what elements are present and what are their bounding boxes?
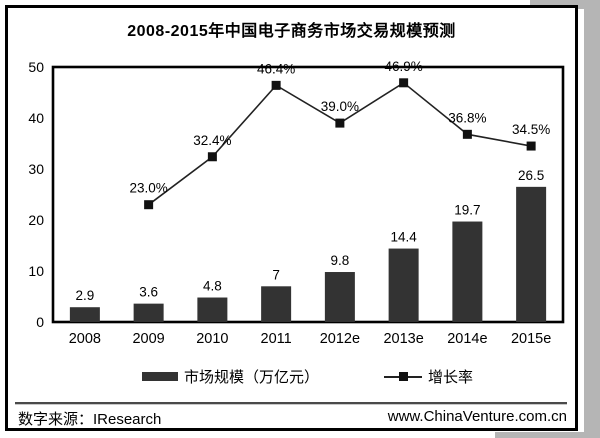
bar [324,272,355,322]
window-shadow-right [584,9,600,438]
data-source-text: 数字来源：IResearch [18,411,162,428]
line-marker [271,80,281,90]
bar-value-label: 14.4 [390,230,417,245]
chart-frame [5,5,578,431]
line-marker [335,118,345,128]
x-tick-label: 2012e [320,331,360,347]
legend-item-growth-rate: 增长率 [384,366,473,386]
bar [516,186,547,322]
bar-value-label: 4.8 [203,279,222,294]
bar-value-label: 9.8 [330,253,349,268]
line-value-label: 34.5% [512,122,550,137]
chart-title: 2008-2015年中国电子商务市场交易规模预测 [127,23,456,40]
line-value-label: 46.9% [384,59,422,74]
line-value-label: 23.0% [129,181,167,196]
bar-value-label: 7 [272,267,280,282]
legend-bar-label: 市场规模（万亿元） [184,368,320,386]
bar-value-label: 2.9 [75,288,94,303]
line-series-swatch [384,371,422,381]
line-marker [399,78,409,88]
bar-value-label: 26.5 [518,168,544,183]
x-tick-label: 2015e [511,331,551,347]
line-marker [462,129,472,139]
window-shadow-top [530,0,600,9]
legend-line-label: 增长率 [428,368,474,386]
bar [69,307,100,322]
y-tick-label: 40 [28,110,44,126]
bar-value-label: 3.6 [139,285,158,300]
y-tick-label: 20 [28,212,44,228]
bar [452,221,483,322]
line-value-label: 39.0% [321,99,359,114]
x-tick-label: 2010 [196,331,228,347]
legend: 市场规模（万亿元） 增长率 [0,366,578,386]
bar [261,286,292,322]
x-tick-label: 2009 [132,331,164,347]
window-shadow-bottom [495,432,600,438]
y-tick-label: 0 [36,314,44,330]
bar [388,248,419,322]
line-value-label: 32.4% [193,133,231,148]
bar [197,297,228,322]
footer-separator [15,402,567,405]
legend-item-market-scale: 市场规模（万亿元） [142,366,319,386]
x-tick-label: 2014e [447,331,487,347]
line-value-label: 46.4% [257,61,295,76]
website-text: www.ChinaVenture.com.cn [387,408,567,425]
x-tick-label: 2011 [261,331,292,347]
plot-frame [51,65,565,324]
bar-series-swatch [142,371,178,381]
y-tick-label: 30 [28,161,44,177]
line-marker [526,141,536,151]
x-tick-label: 2013e [383,331,423,347]
bar-value-label: 19.7 [454,203,480,218]
line-marker [207,152,217,162]
x-tick-label: 2008 [69,331,101,347]
line-value-label: 36.8% [448,110,486,125]
line-marker [144,200,154,210]
y-tick-label: 50 [28,59,44,75]
y-tick-label: 10 [28,263,44,279]
bar [133,303,164,322]
line-swatch-marker [399,371,408,381]
